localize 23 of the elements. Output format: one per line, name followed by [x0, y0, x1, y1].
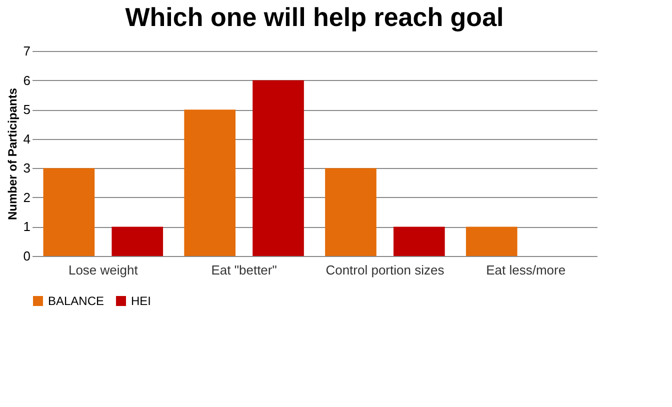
bar [325, 168, 376, 256]
x-tick-label: Lose weight [68, 262, 138, 278]
x-tick-label: Eat less/more [486, 262, 566, 278]
bar [184, 110, 236, 256]
y-tick-label: 0 [23, 248, 30, 264]
bar [252, 80, 304, 256]
legend-label: BALANCE [48, 294, 104, 308]
y-tick-label: 3 [23, 160, 30, 176]
x-tick-label: Control portion sizes [326, 262, 445, 278]
y-tick-label: 5 [23, 102, 30, 118]
y-tick-label: 2 [23, 190, 30, 205]
bar [394, 226, 445, 256]
chart-title: Which one will help reach goal [125, 2, 504, 32]
y-tick-label: 7 [23, 44, 30, 58]
y-tick-label: 4 [23, 131, 30, 146]
bar [112, 226, 164, 256]
bar [466, 226, 518, 256]
x-tick-label: Eat "better" [211, 262, 278, 278]
y-axis-title: Number of Participants [5, 88, 20, 220]
legend-label: HEI [131, 294, 152, 308]
bar [43, 168, 95, 256]
y-tick-label: 1 [23, 219, 30, 234]
y-tick-label: 6 [23, 72, 30, 88]
